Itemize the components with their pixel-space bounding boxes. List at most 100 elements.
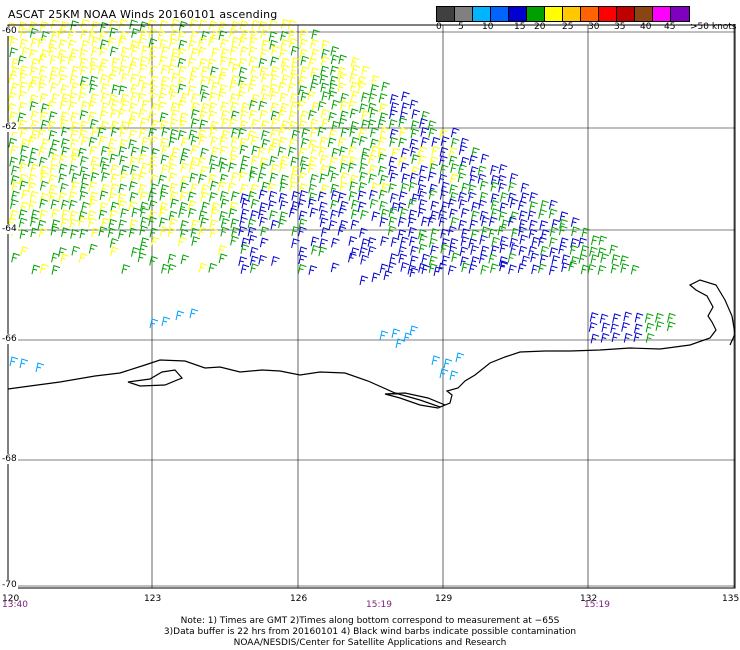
- wind-barb: [211, 81, 220, 92]
- wind-barb: [410, 245, 419, 256]
- wind-barb: [100, 120, 109, 131]
- wind-barb: [240, 264, 250, 274]
- wind-barb: [131, 207, 141, 218]
- wind-barb: [278, 81, 287, 92]
- wind-barb: [490, 193, 500, 203]
- legend-swatch-0: [437, 7, 455, 21]
- wind-barb: [198, 210, 208, 221]
- lat-label: -68: [2, 454, 18, 464]
- wind-barb: [248, 109, 258, 120]
- wind-barb: [417, 229, 427, 239]
- wind-barb: [389, 253, 399, 263]
- wind-barb: [421, 216, 430, 227]
- wind-barb: [150, 148, 160, 158]
- wind-barb: [29, 101, 39, 111]
- wind-barb: [118, 18, 128, 29]
- wind-barb: [101, 171, 110, 182]
- wind-barb: [10, 66, 20, 77]
- wind-barb: [80, 135, 90, 146]
- wind-barb: [360, 119, 370, 130]
- wind-barb: [88, 136, 98, 147]
- wind-barb: [499, 260, 509, 271]
- wind-barb: [401, 102, 410, 113]
- wind-barb: [229, 154, 239, 164]
- wind-barb: [359, 275, 369, 286]
- wind-barb: [337, 136, 347, 147]
- wind-barb: [320, 82, 329, 93]
- wind-barb: [229, 28, 238, 39]
- wind-barb: [150, 236, 160, 247]
- wind-barb: [100, 145, 110, 156]
- wind-barb: [300, 163, 309, 173]
- wind-barb: [138, 153, 147, 164]
- wind-barb: [218, 157, 227, 167]
- wind-barb: [397, 202, 407, 212]
- wind-barb: [230, 218, 240, 229]
- wind-barb: [428, 127, 437, 138]
- wind-barb: [387, 225, 397, 236]
- wind-barb: [278, 136, 288, 147]
- wind-barb: [645, 333, 655, 343]
- wind-barb: [138, 183, 147, 194]
- legend-swatch-13: [671, 7, 689, 21]
- wind-barb: [78, 252, 88, 263]
- wind-barb: [259, 202, 268, 212]
- wind-barb: [331, 99, 340, 110]
- wind-barb: [310, 236, 320, 247]
- wind-barb: [129, 156, 139, 167]
- wind-barb: [187, 57, 197, 68]
- wind-barb: [198, 37, 207, 47]
- wind-barb: [330, 54, 340, 65]
- wind-barb: [30, 129, 40, 140]
- wind-barb: [339, 146, 348, 156]
- wind-barb: [327, 166, 337, 176]
- wind-barb: [407, 198, 417, 209]
- wind-barb: [217, 73, 227, 84]
- wind-barb: [398, 246, 407, 256]
- wind-barb: [350, 136, 360, 147]
- wind-barb: [129, 111, 139, 121]
- wind-barb: [138, 127, 148, 138]
- wind-barb: [91, 163, 100, 174]
- wind-barb: [361, 238, 370, 248]
- wind-barb: [29, 216, 39, 227]
- wind-barb: [388, 119, 398, 129]
- wind-barb: [158, 92, 167, 103]
- wind-barb: [280, 102, 289, 113]
- wind-barb: [71, 181, 80, 191]
- wind-barb: [31, 264, 41, 275]
- wind-barb: [298, 119, 308, 130]
- wind-barb: [261, 181, 270, 192]
- wind-barb: [260, 226, 269, 237]
- wind-barb: [230, 171, 240, 182]
- wind-barb: [48, 73, 58, 84]
- wind-barb: [297, 198, 307, 209]
- wind-barb: [48, 130, 58, 140]
- wind-barb: [327, 137, 337, 148]
- wind-barb: [109, 27, 119, 38]
- wind-barb: [200, 147, 209, 158]
- wind-barb: [169, 128, 179, 139]
- wind-barb: [461, 262, 470, 273]
- wind-barb: [18, 209, 28, 219]
- wind-barb: [110, 126, 120, 137]
- wind-barb: [390, 237, 400, 247]
- wind-barb: [666, 321, 676, 332]
- legend-swatch-10: [617, 7, 635, 21]
- wind-barb: [119, 155, 128, 166]
- wind-barb: [148, 127, 157, 138]
- wind-barb: [30, 58, 40, 68]
- wind-barb: [121, 264, 131, 274]
- wind-barb: [478, 253, 488, 264]
- wind-barb: [179, 228, 189, 239]
- wind-barb: [71, 245, 81, 256]
- wind-barb: [301, 128, 311, 138]
- wind-barb: [310, 127, 319, 138]
- wind-barb: [460, 256, 469, 267]
- antarctic-coastline: [7, 279, 736, 409]
- wind-barb: [230, 110, 240, 121]
- wind-barb: [450, 137, 460, 148]
- wind-barb: [230, 146, 239, 156]
- wind-barb: [349, 174, 359, 185]
- wind-barb: [19, 180, 29, 191]
